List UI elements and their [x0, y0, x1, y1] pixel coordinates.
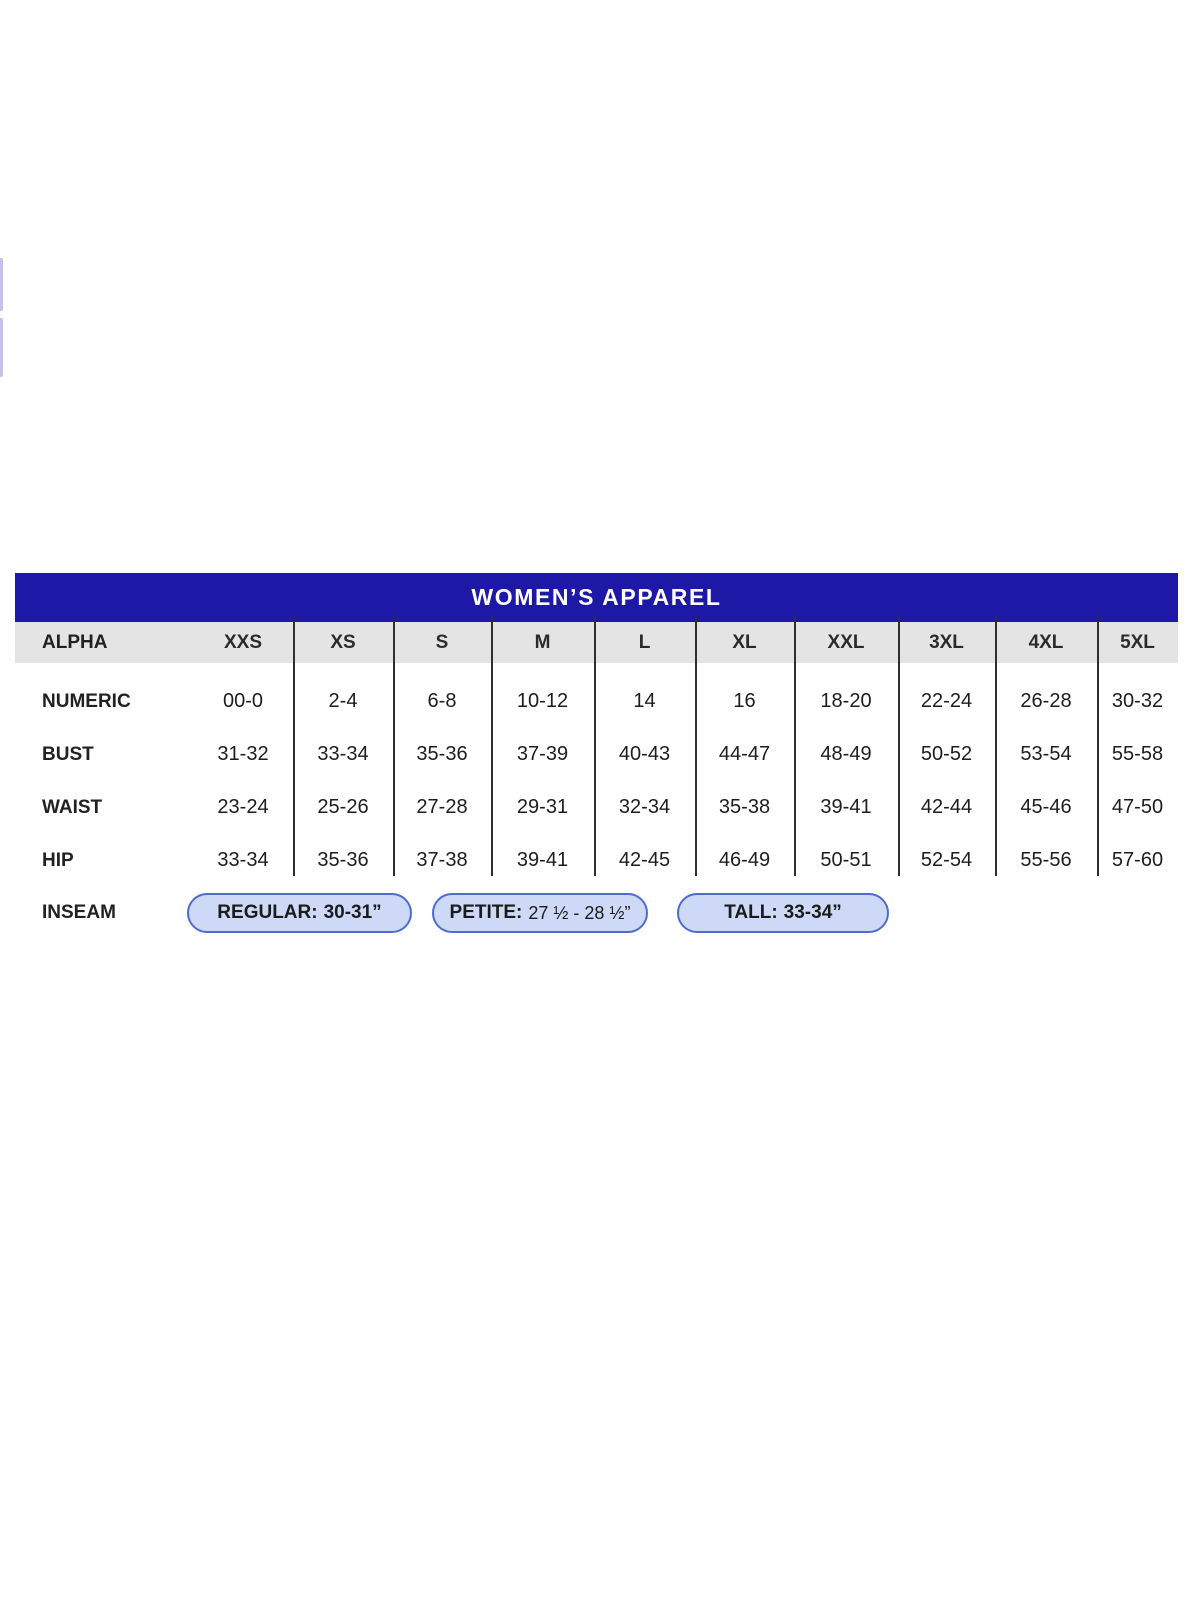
numeric-3xl-value: 22-24 [920, 690, 973, 712]
size-column-m: M [534, 631, 551, 653]
column-divider-line [695, 617, 697, 876]
column-divider-line [491, 617, 493, 876]
waist-xxl-value: 39-41 [820, 796, 872, 818]
womens-apparel-size-chart: WOMEN’S APPAREL ALPHA XXS XS S M L XL XXL 3XL 4X… [15, 573, 1178, 935]
column-divider-line [393, 617, 395, 876]
row-label-waist: WAIST [42, 796, 103, 818]
bust-m-value: 37-39 [516, 743, 569, 765]
size-column-5xl: 5XL [1120, 631, 1155, 653]
numeric-4xl-value: 26-28 [1020, 690, 1072, 712]
inseam-tall-pill-value: 33-34” [783, 902, 842, 923]
hip-3xl-value: 52-54 [920, 849, 973, 871]
inseam-regular-pill-label: REGULAR: [217, 902, 318, 923]
waist-s-value: 27-28 [416, 796, 468, 818]
chart-title: WOMEN’S APPAREL [471, 584, 722, 610]
bust-xl-value: 44-47 [718, 743, 771, 765]
size-column-xxl: XXL [827, 631, 865, 653]
measurement-row-numeric: NUMERIC 00-0 2-4 6-8 10-12 14 16 18-20 22-24 26-2… [15, 675, 1178, 728]
numeric-5xl-value: 30-32 [1111, 690, 1164, 712]
waist-xl-value: 35-38 [718, 796, 771, 818]
bust-3xl-value: 50-52 [920, 743, 973, 765]
waist-l-value: 32-34 [618, 796, 671, 818]
hip-5xl-value: 57-60 [1111, 849, 1164, 871]
row-label-bust: BUST [42, 743, 94, 765]
numeric-s-value: 6-8 [427, 690, 457, 712]
bust-xxs-value: 31-32 [217, 743, 269, 765]
chart-title-bar: WOMEN’S APPAREL [15, 573, 1178, 622]
row-label-numeric: NUMERIC [42, 690, 131, 712]
size-column-xl: XL [732, 631, 757, 653]
waist-3xl-value: 42-44 [920, 796, 973, 818]
inseam-row-label: INSEAM [42, 902, 116, 923]
inseam-tall-pill[interactable]: TALL: 33-34” [677, 893, 889, 933]
bust-l-value: 40-43 [618, 743, 671, 765]
inseam-petite-pill[interactable]: PETITE: 27 ½ - 28 ½” [432, 893, 648, 933]
waist-5xl-value: 47-50 [1111, 796, 1164, 818]
inseam-regular-pill-value: 30-31” [323, 902, 382, 923]
waist-4xl-value: 45-46 [1020, 796, 1072, 818]
inseam-petite-pill-value: 27 ½ - 28 ½” [528, 902, 631, 923]
bust-xs-value: 33-34 [317, 743, 369, 765]
hip-s-value: 37-38 [416, 849, 468, 871]
inseam-petite-pill-label: PETITE: [449, 902, 523, 923]
measurement-row-waist: WAIST 23-24 25-26 27-28 29-31 32-34 35-38 39-41… [15, 781, 1178, 834]
left-edge-fragment-bottom [0, 318, 3, 377]
size-header-row: ALPHA XXS XS S M L XL XXL 3XL 4XL 5XL [15, 622, 1178, 663]
inseam-row: INSEAM REGULAR: 30-31” PETITE: 27 ½ - 28… [15, 893, 1178, 933]
column-divider-line [794, 617, 796, 876]
hip-4xl-value: 55-56 [1020, 849, 1072, 871]
bust-xxl-value: 48-49 [820, 743, 872, 765]
alpha-row-label: ALPHA [42, 631, 108, 653]
hip-xxl-value: 50-51 [820, 849, 872, 871]
measurement-rows: NUMERIC 00-0 2-4 6-8 10-12 14 16 18-20 22-24 26-2… [15, 675, 1178, 887]
numeric-m-value: 10-12 [516, 690, 569, 712]
numeric-xl-value: 16 [733, 690, 756, 712]
size-column-3xl: 3XL [929, 631, 964, 653]
bust-5xl-value: 55-58 [1111, 743, 1164, 765]
bust-4xl-value: 53-54 [1020, 743, 1072, 765]
inseam-tall-pill-label: TALL: [724, 902, 778, 923]
numeric-l-value: 14 [633, 690, 656, 712]
bust-s-value: 35-36 [416, 743, 468, 765]
hip-m-value: 39-41 [516, 849, 569, 871]
hip-l-value: 42-45 [618, 849, 671, 871]
numeric-xxl-value: 18-20 [820, 690, 872, 712]
numeric-xs-value: 2-4 [328, 690, 358, 712]
left-edge-fragment-top [0, 258, 3, 311]
hip-xs-value: 35-36 [317, 849, 369, 871]
waist-xxs-value: 23-24 [217, 796, 269, 818]
inseam-regular-pill[interactable]: REGULAR: 30-31” [187, 893, 412, 933]
hip-xxs-value: 33-34 [217, 849, 269, 871]
size-column-xs: XS [330, 631, 356, 653]
measurement-row-bust: BUST 31-32 33-34 35-36 37-39 40-43 44-47 48-49 5… [15, 728, 1178, 781]
column-divider-line [898, 617, 900, 876]
numeric-xxs-value: 00-0 [222, 690, 264, 712]
waist-xs-value: 25-26 [317, 796, 369, 818]
size-column-l: L [638, 631, 651, 653]
waist-m-value: 29-31 [516, 796, 569, 818]
size-column-4xl: 4XL [1028, 631, 1064, 653]
column-divider-line [594, 617, 596, 876]
hip-xl-value: 46-49 [718, 849, 771, 871]
column-divider-line [293, 617, 295, 876]
size-column-s: S [435, 631, 449, 653]
column-divider-line [1097, 617, 1099, 876]
row-label-hip: HIP [42, 849, 74, 871]
measurement-row-hip: HIP 33-34 35-36 37-38 39-41 42-45 46-49 50-51 52… [15, 834, 1178, 887]
size-column-xxs: XXS [223, 631, 263, 653]
column-divider-line [995, 617, 997, 876]
